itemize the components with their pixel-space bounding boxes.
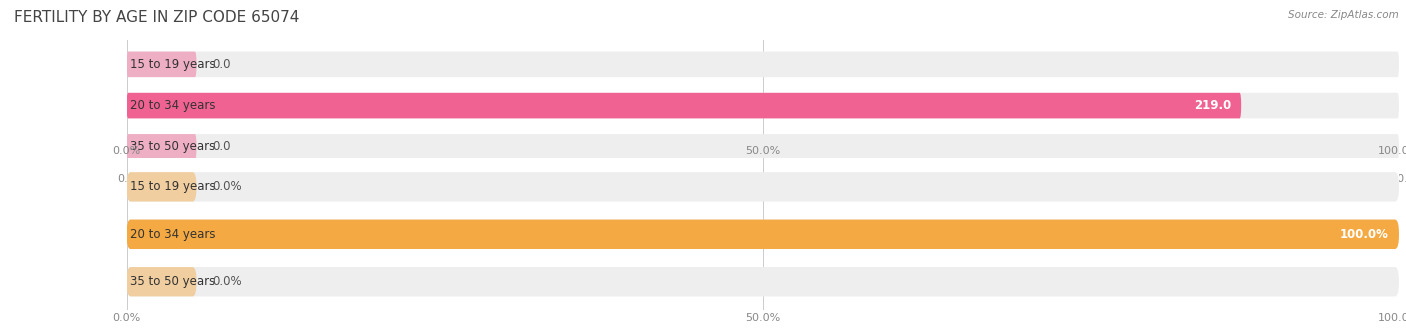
Text: 100.0%: 100.0% <box>1340 228 1389 241</box>
FancyBboxPatch shape <box>127 267 1399 296</box>
Text: 0.0: 0.0 <box>212 58 231 71</box>
Text: Source: ZipAtlas.com: Source: ZipAtlas.com <box>1288 10 1399 20</box>
Text: 15 to 19 years: 15 to 19 years <box>131 58 217 71</box>
Text: 20 to 34 years: 20 to 34 years <box>131 228 217 241</box>
FancyBboxPatch shape <box>127 93 1241 118</box>
FancyBboxPatch shape <box>127 51 197 77</box>
FancyBboxPatch shape <box>127 267 197 296</box>
FancyBboxPatch shape <box>127 93 1399 118</box>
Text: 0.0%: 0.0% <box>212 181 242 193</box>
FancyBboxPatch shape <box>127 134 1399 160</box>
Text: 20 to 34 years: 20 to 34 years <box>131 99 217 112</box>
Text: 15 to 19 years: 15 to 19 years <box>131 181 217 193</box>
FancyBboxPatch shape <box>127 51 1399 77</box>
FancyBboxPatch shape <box>127 134 197 160</box>
FancyBboxPatch shape <box>127 219 1399 249</box>
FancyBboxPatch shape <box>127 172 1399 202</box>
FancyBboxPatch shape <box>127 219 1399 249</box>
Text: 0.0%: 0.0% <box>212 275 242 288</box>
Text: 35 to 50 years: 35 to 50 years <box>131 140 215 153</box>
Text: 0.0: 0.0 <box>212 140 231 153</box>
Text: 219.0: 219.0 <box>1194 99 1232 112</box>
FancyBboxPatch shape <box>127 172 197 202</box>
Text: 35 to 50 years: 35 to 50 years <box>131 275 215 288</box>
Text: FERTILITY BY AGE IN ZIP CODE 65074: FERTILITY BY AGE IN ZIP CODE 65074 <box>14 10 299 25</box>
